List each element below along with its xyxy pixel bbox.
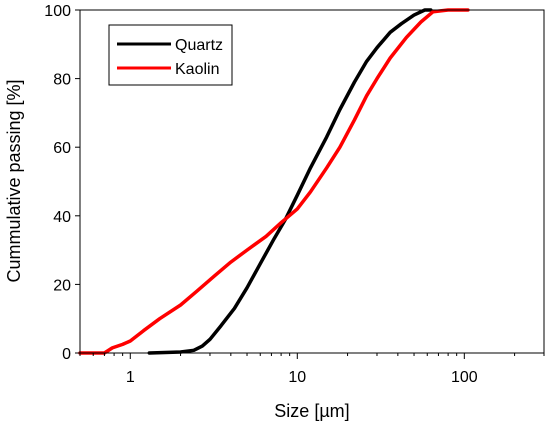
data-point-kaolin-13 xyxy=(279,221,283,224)
y-axis-title: Cummulative passing [%] xyxy=(4,79,24,282)
legend-label-quartz: Quartz xyxy=(175,37,223,54)
data-point-kaolin-18 xyxy=(353,118,356,122)
data-point-kaolin-12 xyxy=(264,235,268,238)
data-point-kaolin-14 xyxy=(296,207,299,211)
data-point-kaolin-11 xyxy=(245,248,249,252)
data-point-kaolin-2 xyxy=(111,346,114,350)
data-point-quartz-3 xyxy=(201,344,204,348)
data-point-kaolin-17 xyxy=(338,146,342,149)
data-point-kaolin-9 xyxy=(213,274,216,277)
y-tick-label-80: 80 xyxy=(53,72,71,89)
data-point-kaolin-20 xyxy=(375,77,379,80)
data-point-quartz-16 xyxy=(365,60,368,63)
data-point-kaolin-23 xyxy=(419,20,423,24)
data-point-kaolin-6 xyxy=(158,317,161,320)
data-point-quartz-12 xyxy=(309,166,312,169)
data-point-kaolin-15 xyxy=(309,190,312,193)
data-point-quartz-17 xyxy=(375,46,379,49)
data-point-quartz-6 xyxy=(233,307,236,310)
data-point-kaolin-22 xyxy=(405,36,408,39)
x-tick-label-1: 1 xyxy=(126,369,135,386)
legend-box xyxy=(108,24,233,86)
data-point-kaolin-5 xyxy=(142,329,145,332)
data-point-quartz-7 xyxy=(245,286,249,289)
data-point-quartz-2 xyxy=(192,349,195,352)
x-tick-label-10: 10 xyxy=(288,369,306,386)
data-point-quartz-15 xyxy=(353,80,356,84)
data-point-kaolin-3 xyxy=(121,343,124,346)
data-point-quartz-9 xyxy=(272,238,275,241)
data-point-quartz-18 xyxy=(389,31,392,34)
plot-layer xyxy=(78,8,470,355)
data-point-quartz-13 xyxy=(325,135,328,139)
legend-label-kaolin: Kaolin xyxy=(175,61,219,78)
x-axis-title: Size [µm] xyxy=(274,401,349,421)
axes-layer: 0 20 40 60 80 100 1 10 100 xyxy=(44,3,545,386)
plot-frame xyxy=(79,9,545,354)
y-tick-label-40: 40 xyxy=(53,209,71,226)
data-point-quartz-4 xyxy=(208,338,212,341)
y-tick-label-100: 100 xyxy=(44,3,71,20)
data-point-kaolin-10 xyxy=(229,260,232,264)
data-point-quartz-14 xyxy=(338,108,342,111)
data-point-kaolin-8 xyxy=(195,290,198,293)
data-point-kaolin-19 xyxy=(365,94,368,98)
data-point-quartz-8 xyxy=(259,262,262,265)
x-tick-label-100: 100 xyxy=(451,369,478,386)
data-point-quartz-19 xyxy=(400,22,403,25)
data-point-quartz-5 xyxy=(219,324,223,327)
data-point-quartz-20 xyxy=(412,13,416,17)
data-point-kaolin-4 xyxy=(129,339,132,343)
y-tick-label-20: 20 xyxy=(53,277,71,294)
data-point-kaolin-7 xyxy=(179,303,182,307)
y-tick-label-60: 60 xyxy=(53,140,71,157)
legend: Quartz Kaolin xyxy=(108,24,233,86)
y-tick-label-0: 0 xyxy=(62,346,71,363)
data-point-quartz-11 xyxy=(296,194,299,197)
data-point-kaolin-21 xyxy=(389,56,392,60)
data-point-kaolin-24 xyxy=(431,10,435,13)
data-point-kaolin-16 xyxy=(325,166,328,169)
